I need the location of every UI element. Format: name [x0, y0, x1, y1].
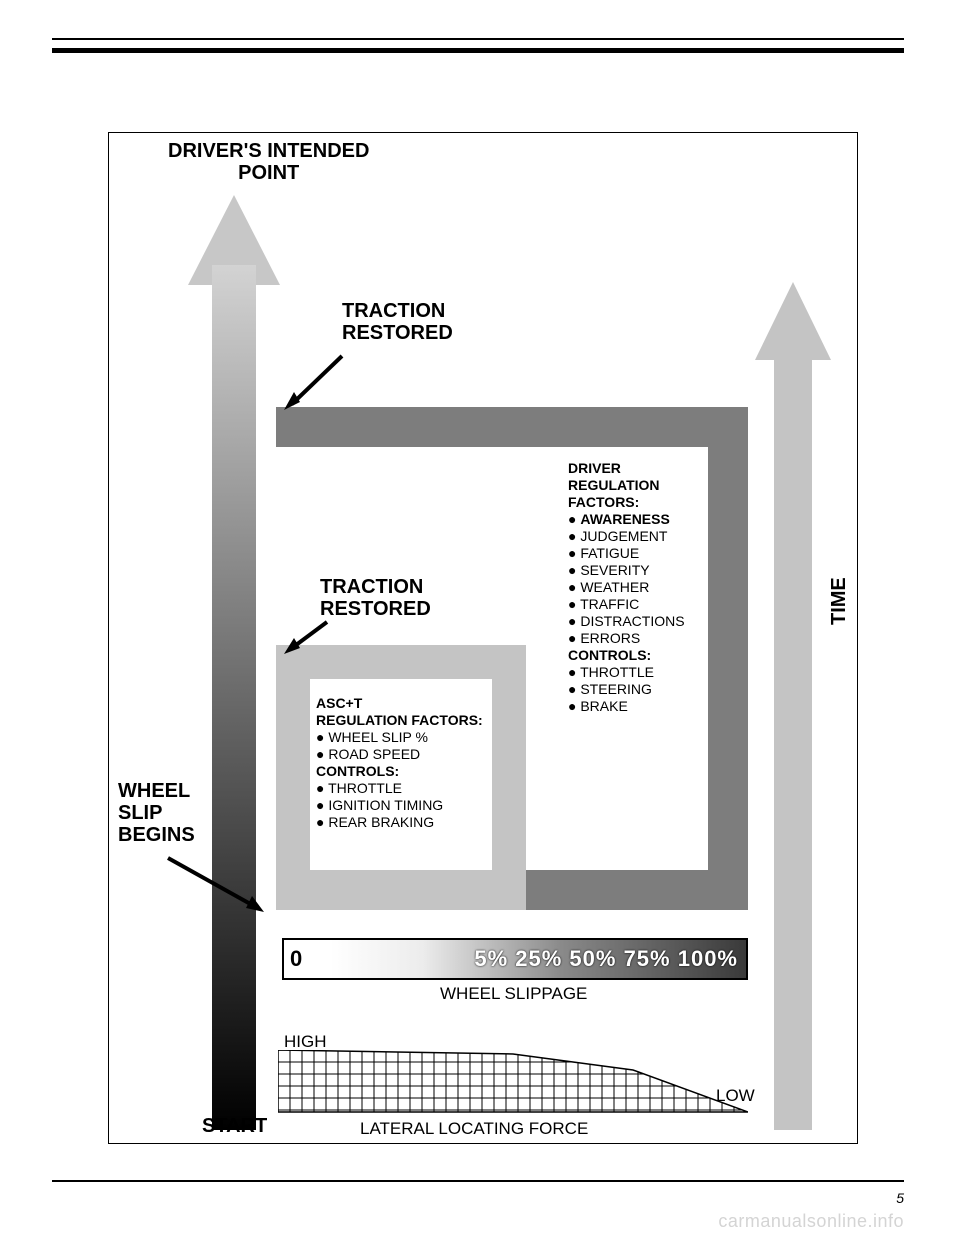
title: DRIVER'S INTENDED POINT: [168, 140, 369, 184]
high-label: HIGH: [284, 1032, 327, 1052]
driver-controls-list: ● THROTTLE● STEERING● BRAKE: [568, 664, 654, 714]
drv-h1: DRIVER: [568, 460, 621, 476]
drv-h2: REGULATION: [568, 477, 660, 493]
right-arrow-shaft: [774, 344, 812, 1130]
asct-controls-list: ● THROTTLE● IGNITION TIMING● REAR BRAKIN…: [316, 780, 443, 830]
asct-h2: REGULATION FACTORS:: [316, 712, 483, 728]
wheel-slip-begins: WHEEL SLIP BEGINS: [118, 780, 195, 846]
pointer-arrow-1: [282, 348, 352, 418]
asct-factors-list: ● WHEEL SLIP %● ROAD SPEED: [316, 729, 428, 762]
lateral-locating-force-label: LATERAL LOCATING FORCE: [360, 1119, 588, 1139]
traction-1a: TRACTION: [342, 300, 445, 322]
traction-2a: TRACTION: [320, 576, 423, 598]
wsb-2: SLIP: [118, 802, 162, 824]
traction-restored-outer: TRACTION RESTORED: [342, 300, 453, 344]
title-l2: POINT: [238, 162, 299, 184]
wheel-slippage-label: WHEEL SLIPPAGE: [440, 984, 587, 1004]
drv-h3: FACTORS:: [568, 494, 639, 510]
slip-percents: 5% 25% 50% 75% 100%: [474, 946, 738, 972]
traction-1b: RESTORED: [342, 322, 453, 344]
title-l1: DRIVER'S INTENDED: [168, 140, 369, 162]
wsb-1: WHEEL: [118, 780, 190, 802]
time-label: TIME: [828, 577, 851, 625]
top-rule: [52, 38, 904, 56]
asct-h1: ASC+T: [316, 695, 362, 711]
driver-factors-list: ● AWARENESS● JUDGEMENT● FATIGUE● SEVERIT…: [568, 511, 685, 646]
asct-path-left: [276, 645, 310, 910]
asct-info: ASC+T REGULATION FACTORS: ● WHEEL SLIP %…: [316, 695, 516, 831]
asct-path-bottom: [276, 870, 526, 910]
wsb-3: BEGINS: [118, 824, 195, 846]
asct-ctrl-h: CONTROLS:: [316, 763, 399, 779]
pointer-arrow-2: [282, 616, 337, 661]
traction-restored-inner: TRACTION RESTORED: [320, 576, 431, 620]
page-number: 5: [896, 1190, 904, 1206]
wheel-slippage-bar: 0 5% 25% 50% 75% 100%: [282, 938, 748, 980]
bottom-rule: [52, 1180, 904, 1182]
watermark: carmanualsonline.info: [718, 1211, 904, 1232]
left-arrow-shaft: [212, 265, 256, 1130]
right-arrow: [763, 282, 823, 1130]
slip-zero: 0: [290, 946, 302, 972]
driver-info: DRIVER REGULATION FACTORS: ● AWARENESS● …: [568, 460, 768, 715]
drv-ctrl-h: CONTROLS:: [568, 647, 651, 663]
lateral-force-grid: [278, 1050, 748, 1114]
start-label: START: [202, 1115, 267, 1138]
pointer-arrow-3: [160, 850, 270, 920]
left-arrow: [198, 195, 270, 1130]
